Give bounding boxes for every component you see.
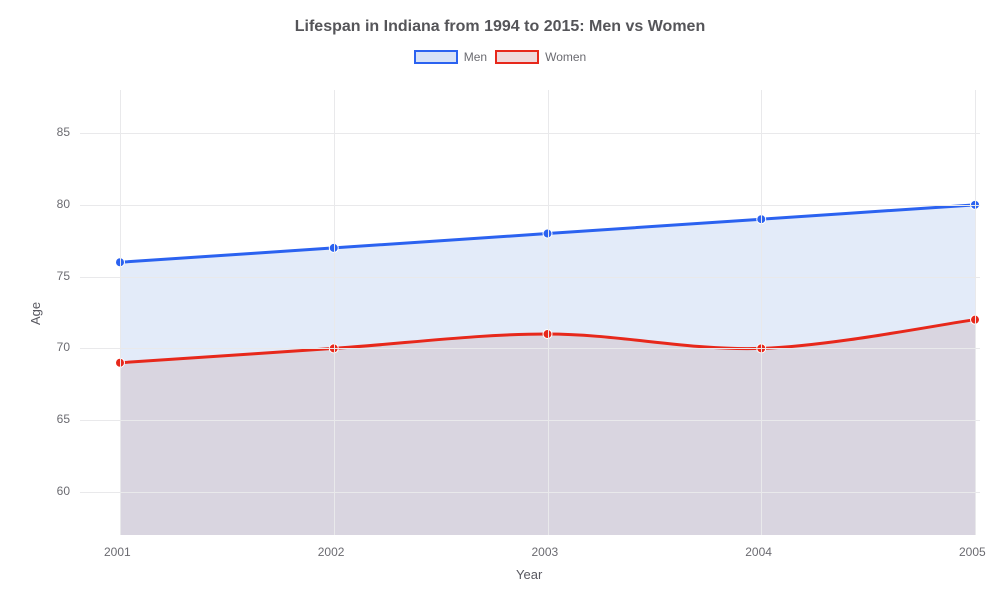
- grid-line-v: [334, 90, 335, 535]
- x-tick-label: 2005: [959, 545, 986, 559]
- grid-line-h: [80, 348, 980, 349]
- y-tick-label: 85: [40, 125, 70, 139]
- legend-item-men[interactable]: Men: [414, 50, 487, 64]
- chart-title: Lifespan in Indiana from 1994 to 2015: M…: [0, 0, 1000, 36]
- grid-line-h: [80, 277, 980, 278]
- grid-line-h: [80, 133, 980, 134]
- plot-area: 60657075808520012002200320042005: [80, 90, 980, 535]
- x-tick-label: 2004: [745, 545, 772, 559]
- legend: Men Women: [0, 50, 1000, 64]
- y-tick-label: 70: [40, 340, 70, 354]
- x-axis-label: Year: [516, 567, 542, 582]
- grid-line-v: [120, 90, 121, 535]
- grid-line-h: [80, 492, 980, 493]
- legend-swatch-women: [495, 50, 539, 64]
- grid-line-v: [975, 90, 976, 535]
- y-axis-label: Age: [28, 301, 43, 324]
- grid-line-v: [761, 90, 762, 535]
- grid-line-v: [548, 90, 549, 535]
- legend-swatch-men: [414, 50, 458, 64]
- legend-label-men: Men: [464, 50, 487, 64]
- y-tick-label: 75: [40, 269, 70, 283]
- grid-line-h: [80, 420, 980, 421]
- x-tick-label: 2001: [104, 545, 131, 559]
- y-tick-label: 60: [40, 484, 70, 498]
- y-tick-label: 80: [40, 197, 70, 211]
- y-tick-label: 65: [40, 412, 70, 426]
- chart-container: Lifespan in Indiana from 1994 to 2015: M…: [0, 0, 1000, 600]
- grid-line-h: [80, 205, 980, 206]
- x-tick-label: 2002: [318, 545, 345, 559]
- chart-svg: [80, 90, 980, 535]
- legend-item-women[interactable]: Women: [495, 50, 586, 64]
- x-tick-label: 2003: [532, 545, 559, 559]
- legend-label-women: Women: [545, 50, 586, 64]
